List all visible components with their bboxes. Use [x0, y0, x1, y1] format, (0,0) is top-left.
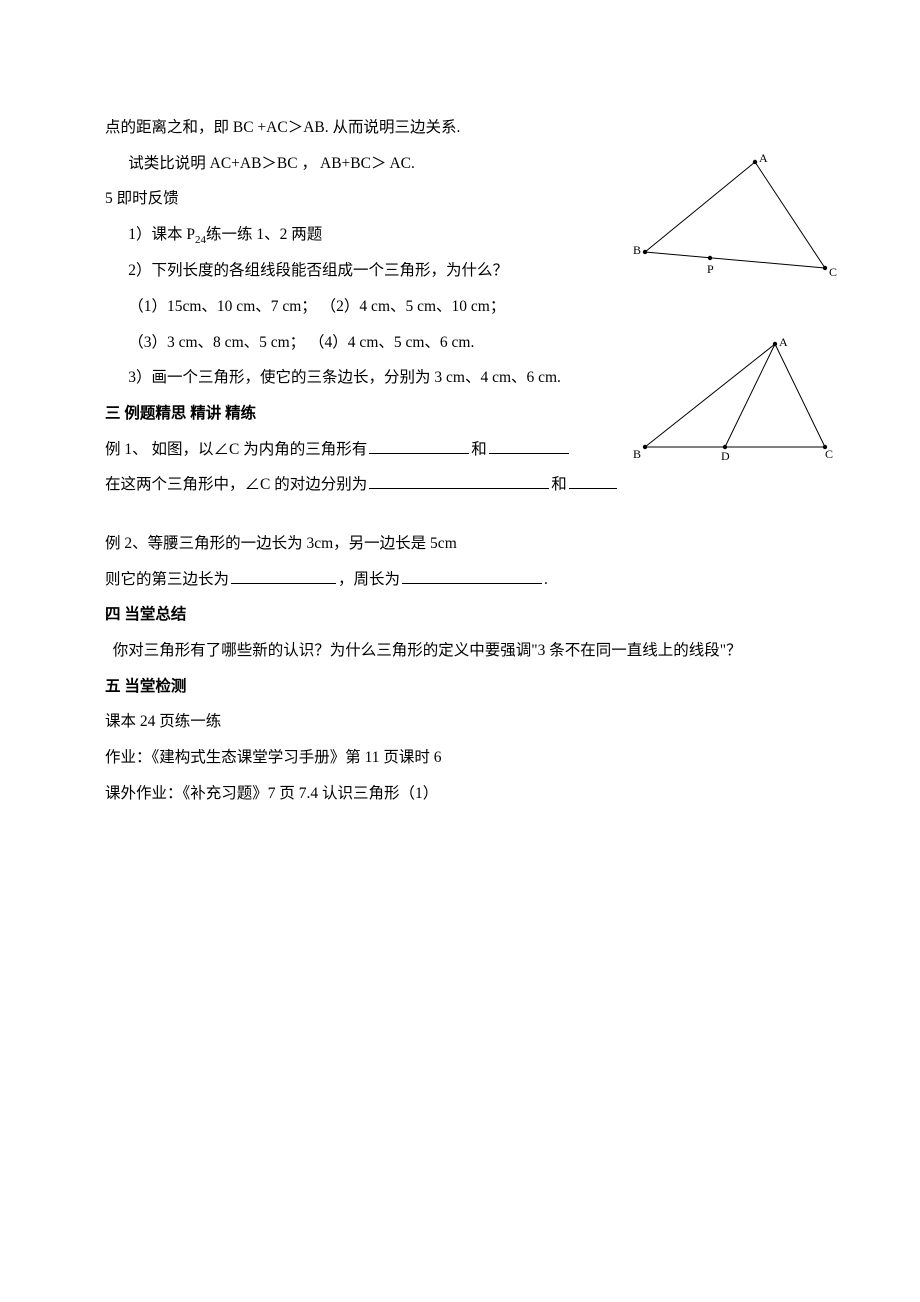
- text-line: 作业：《建构式生态课堂学习手册》第 11 页课时 6: [105, 740, 820, 776]
- text: 5 即时反馈: [105, 190, 179, 207]
- text: 点的距离之和，即 BC +AC＞AB. 从而说明三边关系.: [105, 119, 460, 136]
- triangle-figure-1: A B C P: [625, 150, 850, 280]
- text: 练一练 1、2 两题: [206, 226, 322, 243]
- text: 试类比说明 AC+AB＞BC ， AB+BC＞ AC.: [128, 155, 415, 172]
- text: 例 2、等腰三角形的一边长为 3cm，另一边长是 5cm: [105, 535, 457, 552]
- text-line: （1）15cm、10 cm、7 cm； （2）4 cm、5 cm、10 cm；: [105, 289, 820, 325]
- blank-line: [231, 568, 336, 584]
- text-line: 课本 24 页练一练: [105, 704, 820, 740]
- text: ，周长为: [338, 571, 400, 588]
- heading: 四 当堂总结: [105, 597, 820, 633]
- text-line: 课外作业：《补充习题》7 页 7.4 认识三角形（1）: [105, 776, 820, 812]
- text: .: [544, 571, 548, 588]
- text: 例 1、 如图，以∠C 为内角的三角形有: [105, 441, 367, 458]
- label-B: B: [633, 243, 641, 257]
- text: 课本 24 页练一练: [105, 713, 221, 730]
- text-line: 则它的第三边长为 ，周长为.: [105, 562, 820, 598]
- text-line: 你对三角形有了哪些新的认识？为什么三角形的定义中要强调"3 条不在同一直线上的线…: [105, 633, 820, 669]
- text: 1）课本 P: [128, 226, 195, 243]
- text: 在这两个三角形中，∠C 的对边分别为: [105, 476, 367, 493]
- text: 作业：《建构式生态课堂学习手册》第 11 页课时 6: [105, 749, 442, 766]
- text-line: 在这两个三角形中，∠C 的对边分别为 和: [105, 467, 820, 503]
- text: 和: [471, 441, 487, 458]
- label-C: C: [829, 265, 837, 279]
- text-line: 点的距离之和，即 BC +AC＞AB. 从而说明三边关系.: [105, 110, 820, 146]
- heading-text: 五 当堂检测: [105, 678, 186, 695]
- heading-text: 三 例题精思 精讲 精练: [105, 405, 256, 422]
- text-line: 例 2、等腰三角形的一边长为 3cm，另一边长是 5cm: [105, 526, 820, 562]
- blank-line: [369, 474, 549, 490]
- blank-line: [569, 474, 617, 490]
- triangle-figure-2: A B C D: [625, 332, 850, 462]
- blank-line: [369, 438, 469, 454]
- blank-line: [402, 568, 542, 584]
- text: （1）15cm、10 cm、7 cm； （2）4 cm、5 cm、10 cm；: [128, 298, 505, 315]
- text: 则它的第三边长为: [105, 571, 229, 588]
- label-D: D: [721, 449, 730, 462]
- subscript: 24: [195, 234, 206, 246]
- label-C: C: [825, 447, 833, 461]
- text: 你对三角形有了哪些新的认识？为什么三角形的定义中要强调"3 条不在同一直线上的线…: [113, 642, 742, 659]
- label-A: A: [759, 151, 768, 165]
- heading-text: 四 当堂总结: [105, 606, 186, 623]
- label-B: B: [633, 447, 641, 461]
- blank-line: [489, 438, 569, 454]
- heading: 五 当堂检测: [105, 669, 820, 705]
- text: 2）下列长度的各组线段能否组成一个三角形，为什么？: [128, 262, 508, 279]
- text: （3）3 cm、8 cm、5 cm； （4）4 cm、5 cm、6 cm.: [128, 334, 474, 351]
- text: 3）画一个三角形，使它的三条边长，分别为 3 cm、4 cm、6 cm.: [128, 369, 561, 386]
- spacer: [105, 503, 820, 526]
- text: 和: [551, 476, 567, 493]
- label-A: A: [779, 335, 788, 349]
- label-P: P: [707, 262, 714, 276]
- text: 课外作业：《补充习题》7 页 7.4 认识三角形（1）: [105, 785, 438, 802]
